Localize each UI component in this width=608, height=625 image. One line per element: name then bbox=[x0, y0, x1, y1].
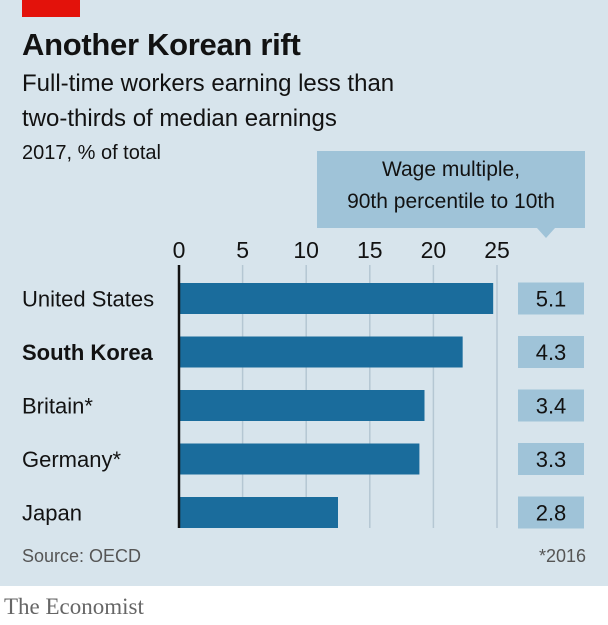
chart-subtitle-line-2: two-thirds of median earnings bbox=[22, 105, 337, 132]
bar bbox=[179, 336, 463, 368]
wage-multiple-box bbox=[518, 496, 584, 529]
callout-text-line-2: 90th percentile to 10th bbox=[347, 190, 555, 213]
category-label: Germany* bbox=[22, 447, 121, 472]
chart-subtitle-line-1: Full-time workers earning less than bbox=[22, 70, 395, 97]
bar-chart: 0 5 10 15 20 25 United States 5.1 South Korea 4.3… bbox=[22, 237, 584, 529]
x-tick-label: 5 bbox=[236, 237, 249, 263]
x-tick-label: 25 bbox=[484, 237, 510, 263]
wage-multiple-box bbox=[518, 282, 584, 315]
bar bbox=[179, 443, 420, 475]
wage-multiple-box bbox=[518, 336, 584, 368]
wage-multiple-value: 2.8 bbox=[536, 501, 567, 526]
x-tick-label: 0 bbox=[173, 237, 186, 263]
x-tick-label: 15 bbox=[357, 237, 383, 263]
wage-multiple-value: 3.3 bbox=[536, 447, 567, 472]
bar bbox=[179, 390, 425, 421]
wage-multiple-box bbox=[518, 389, 584, 422]
economist-logo: The Economist bbox=[4, 594, 144, 619]
callout-text-line-1: Wage multiple, bbox=[381, 158, 521, 181]
source-note: Source: OECD bbox=[22, 546, 142, 566]
x-tick-label: 20 bbox=[421, 237, 447, 263]
category-label: Japan bbox=[22, 501, 82, 526]
category-label: United States bbox=[22, 287, 154, 312]
bar bbox=[179, 283, 494, 314]
x-tick-label: 10 bbox=[293, 237, 319, 263]
category-label: Britain* bbox=[22, 394, 93, 419]
wage-multiple-callout bbox=[317, 151, 585, 228]
bar bbox=[179, 497, 338, 528]
callout-pointer bbox=[537, 228, 555, 238]
wage-multiple-box bbox=[518, 443, 584, 475]
wage-multiple-value: 3.4 bbox=[536, 394, 567, 419]
wage-multiple-value: 4.3 bbox=[536, 340, 567, 365]
chart-units: 2017, % of total bbox=[22, 142, 161, 164]
footnote: *2016 bbox=[538, 546, 586, 566]
category-label: South Korea bbox=[22, 340, 154, 365]
wage-multiple-value: 5.1 bbox=[536, 287, 567, 312]
chart-title: Another Korean rift bbox=[22, 27, 301, 62]
brand-red-tag bbox=[22, 0, 80, 17]
